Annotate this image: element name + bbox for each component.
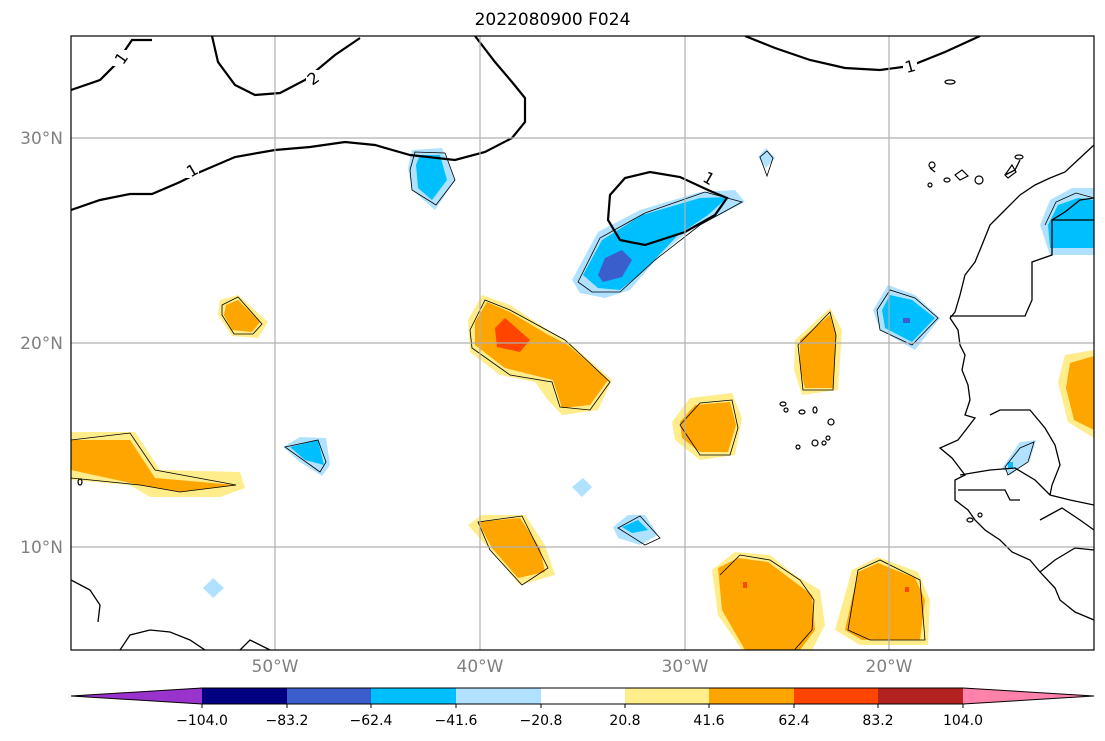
colorbar-tick-label: 83.2 — [862, 713, 893, 729]
colorbar-tick-label: −20.8 — [520, 713, 563, 729]
colorbar-tick-label: −83.2 — [266, 713, 309, 729]
colorbar-segment — [963, 688, 1094, 704]
colorbar-tick-label: 41.6 — [693, 713, 724, 729]
negative-anomaly-region-small — [203, 148, 1036, 598]
colorbar-segment — [71, 688, 202, 704]
gridlines — [71, 36, 1094, 650]
lon-label-40w: 40°W — [457, 657, 504, 677]
positive-anomaly-region-west — [71, 432, 245, 497]
colorbar-segment — [794, 688, 878, 704]
coastlines — [71, 144, 1094, 650]
positive-anomaly-region-east — [1058, 350, 1094, 438]
colorbar-segment — [287, 688, 371, 704]
lat-label-10n: 10°N — [20, 538, 63, 558]
negative-anomaly-region-5 — [1040, 188, 1094, 255]
map-title: 2022080900 F024 — [474, 10, 631, 30]
lat-label-30n: 30°N — [20, 129, 63, 149]
colorbar-tick-label: −104.0 — [176, 713, 228, 729]
negative-anomaly-region-2 — [572, 190, 745, 298]
longitude-labels: 50°W 40°W 30°W 20°W — [252, 657, 913, 677]
lat-label-20n: 20°N — [20, 334, 63, 354]
colorbar-tick-label: −41.6 — [435, 713, 478, 729]
colorbar-segment — [625, 688, 709, 704]
map-frame — [70, 35, 1095, 651]
negative-anomaly-region-6 — [613, 515, 658, 545]
colorbar-segment — [709, 688, 794, 704]
positive-anomaly-region-6 — [712, 552, 825, 650]
negative-anomaly-region-3 — [283, 437, 330, 476]
colorbar-tick-label: 62.4 — [778, 713, 809, 729]
positive-anomaly-region-7 — [835, 557, 930, 645]
positive-anomaly-region-3 — [672, 393, 742, 460]
colorbar-segment — [202, 688, 287, 704]
positive-anomaly-region-5 — [468, 515, 555, 585]
latitude-labels: 10°N 20°N 30°N — [20, 129, 63, 558]
anomaly-outlines — [71, 150, 1094, 650]
colorbar-tick-label: 20.8 — [609, 713, 640, 729]
lon-label-30w: 30°W — [662, 657, 709, 677]
colorbar-segment — [456, 688, 541, 704]
colorbar: −104.0 −83.2 −62.4 −41.6 −20.8 20.8 41.6 62.4 83… — [70, 687, 1095, 729]
colorbar-segment — [541, 688, 625, 704]
colorbar-tick-label: 104.0 — [943, 713, 983, 729]
colorbar-segment — [371, 688, 456, 704]
contour-labels: 1 2 1 1 1 — [111, 49, 918, 190]
islands — [77, 79, 1024, 523]
colorbar-tick-label: −62.4 — [350, 713, 393, 729]
lon-label-50w: 50°W — [252, 657, 299, 677]
contour-label: 1 — [903, 56, 918, 77]
contour-lines — [71, 36, 981, 247]
colorbar-segment — [878, 688, 963, 704]
positive-anomaly-region-1 — [218, 295, 268, 338]
lon-label-20w: 20°W — [866, 657, 913, 677]
